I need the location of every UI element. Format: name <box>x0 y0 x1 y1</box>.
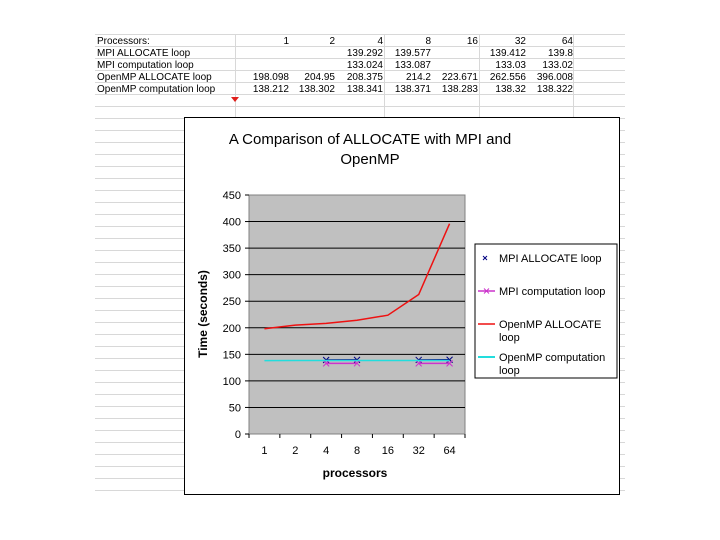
table-col-header[interactable]: 32 <box>514 36 526 47</box>
chart-object[interactable]: A Comparison of ALLOCATE with MPI and Op… <box>184 117 620 495</box>
table-col-header[interactable]: 16 <box>466 36 478 47</box>
table-header-label[interactable]: Processors: <box>97 36 150 47</box>
x-tick-label: 4 <box>323 445 329 457</box>
y-tick-label: 450 <box>223 190 241 202</box>
table-cell[interactable]: 133.024 <box>346 60 383 71</box>
table-cell[interactable]: 138.302 <box>298 84 335 95</box>
table-row-label[interactable]: OpenMP computation loop <box>97 84 216 95</box>
legend-items: MPI ALLOCATE loop MPI computation loop Ope… <box>478 253 605 377</box>
y-tick-label: 250 <box>223 296 241 308</box>
table-col-header[interactable]: 8 <box>425 36 431 47</box>
y-tick-label: 350 <box>223 243 241 255</box>
table-cell[interactable]: 139.577 <box>394 48 431 59</box>
chart-title-line: OpenMP <box>340 151 399 168</box>
y-tick-label: 100 <box>223 376 241 388</box>
table-cell[interactable]: 138.371 <box>394 84 431 95</box>
legend-label: MPI computation loop <box>499 286 605 298</box>
table-row-label[interactable]: MPI computation loop <box>97 60 194 71</box>
table-cell[interactable]: 133.087 <box>394 60 431 71</box>
data-point <box>415 359 423 367</box>
y-axis-label: Time (seconds) <box>196 270 210 358</box>
x-axis-label: processors <box>323 466 388 480</box>
table-cell[interactable]: 396.008 <box>536 72 573 83</box>
legend-label: OpenMP ALLOCATE <box>499 319 601 331</box>
x-tick-label: 1 <box>261 445 267 457</box>
sheet-gridline <box>95 70 625 71</box>
data-point-mark <box>446 359 453 367</box>
legend-label: MPI ALLOCATE loop <box>499 253 602 265</box>
y-tick-label: 400 <box>223 217 241 229</box>
sheet-gridline <box>95 58 625 59</box>
y-axis-ticks: 0 50 100 150 200 250 300 350 400 450 <box>223 190 249 441</box>
table-cell[interactable]: 133.03 <box>495 60 526 71</box>
table-col-header[interactable]: 2 <box>329 36 335 47</box>
data-point-mark <box>322 359 330 367</box>
data-point <box>446 359 453 367</box>
data-point-mark <box>353 359 361 367</box>
gridlines <box>249 221 465 408</box>
y-tick-label: 200 <box>223 323 241 335</box>
sheet-gridline <box>95 106 625 107</box>
table-cell[interactable]: 204.95 <box>304 72 335 83</box>
table-cell[interactable]: 138.212 <box>252 84 289 95</box>
table-cell[interactable]: 138.283 <box>441 84 478 95</box>
data-point <box>353 359 361 367</box>
table-cell[interactable]: 208.375 <box>346 72 383 83</box>
comment-marker-icon <box>231 97 239 102</box>
chart-title-line: A Comparison of ALLOCATE with MPI and <box>229 131 511 148</box>
table-row-label[interactable]: OpenMP ALLOCATE loop <box>97 72 212 83</box>
x-axis-ticks: 1 2 4 8 16 32 64 <box>248 434 466 457</box>
legend-label: OpenMP computation <box>499 352 605 364</box>
table-cell[interactable]: 138.322 <box>536 84 573 95</box>
table-col-header[interactable]: 4 <box>377 36 383 47</box>
x-tick-label: 32 <box>413 445 425 457</box>
table-col-header[interactable]: 1 <box>283 36 289 47</box>
table-cell[interactable]: 139.292 <box>346 48 383 59</box>
legend-label: loop <box>499 332 520 344</box>
data-point-mark <box>415 359 423 367</box>
legend <box>474 243 618 379</box>
table-cell[interactable]: 139.8 <box>547 48 573 59</box>
legend-swatch <box>482 255 488 261</box>
x-tick-label: 8 <box>354 445 360 457</box>
table-cell[interactable]: 223.671 <box>441 72 478 83</box>
table-col-header[interactable]: 64 <box>561 36 573 47</box>
series-layer <box>264 223 453 367</box>
table-cell[interactable]: 138.32 <box>495 84 526 95</box>
sheet-gridline <box>95 46 625 47</box>
sheet-gridline <box>95 82 625 83</box>
sheet-gridline <box>95 94 625 95</box>
legend-swatch <box>483 288 490 294</box>
table-row-label[interactable]: MPI ALLOCATE loop <box>97 48 191 59</box>
table-cell[interactable]: 262.556 <box>489 72 526 83</box>
series-line <box>264 223 451 330</box>
table-cell[interactable]: 198.098 <box>252 72 289 83</box>
table-cell[interactable]: 214.2 <box>405 72 431 83</box>
sheet-gridline <box>95 34 625 35</box>
x-tick-label: 64 <box>443 445 455 457</box>
data-point <box>322 359 330 367</box>
y-tick-label: 50 <box>229 402 241 414</box>
table-cell[interactable]: 138.341 <box>346 84 383 95</box>
chart-title: A Comparison of ALLOCATE with MPI and Op… <box>229 131 511 168</box>
plot-area <box>248 194 466 435</box>
y-tick-label: 0 <box>235 429 241 441</box>
table-cell[interactable]: 133.02 <box>542 60 573 71</box>
y-tick-label: 150 <box>223 349 241 361</box>
legend-label: loop <box>499 365 520 377</box>
x-tick-label: 2 <box>292 445 298 457</box>
table-cell[interactable]: 139.412 <box>489 48 526 59</box>
y-tick-label: 300 <box>223 270 241 282</box>
x-tick-label: 16 <box>382 445 394 457</box>
line-chart: A Comparison of ALLOCATE with MPI and Op… <box>196 131 618 480</box>
